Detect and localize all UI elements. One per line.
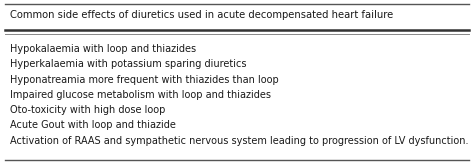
Text: Impaired glucose metabolism with loop and thiazides: Impaired glucose metabolism with loop an…	[10, 90, 271, 100]
Text: Acute Gout with loop and thiazide: Acute Gout with loop and thiazide	[10, 121, 176, 131]
Text: Hyperkalaemia with potassium sparing diuretics: Hyperkalaemia with potassium sparing diu…	[10, 59, 246, 69]
Text: Activation of RAAS and sympathetic nervous system leading to progression of LV d: Activation of RAAS and sympathetic nervo…	[10, 136, 468, 146]
Text: Hypokalaemia with loop and thiazides: Hypokalaemia with loop and thiazides	[10, 44, 196, 54]
Text: Hyponatreamia more frequent with thiazides than loop: Hyponatreamia more frequent with thiazid…	[10, 75, 279, 85]
Text: Oto-toxicity with high dose loop: Oto-toxicity with high dose loop	[10, 105, 165, 115]
Text: Common side effects of diuretics used in acute decompensated heart failure: Common side effects of diuretics used in…	[10, 10, 393, 20]
